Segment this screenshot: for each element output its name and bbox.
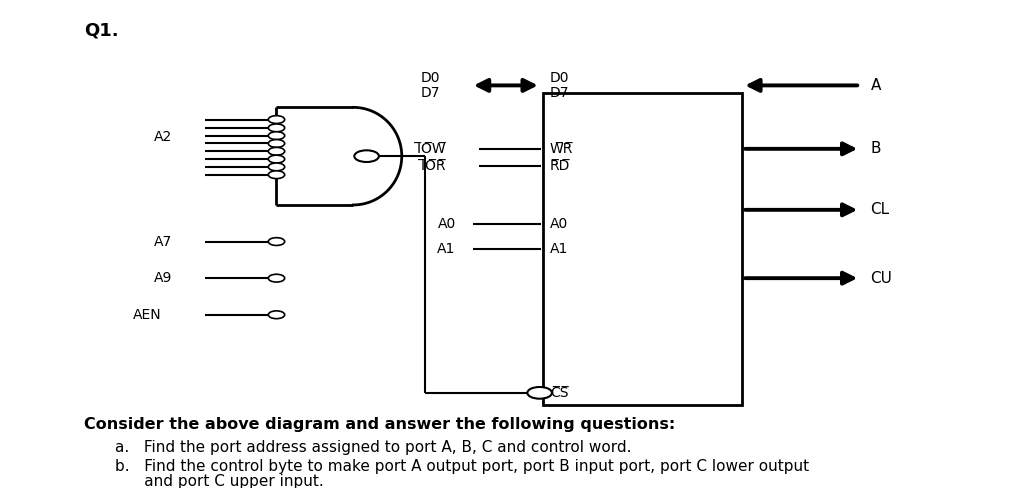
- Circle shape: [268, 274, 285, 282]
- Text: A1: A1: [437, 242, 456, 256]
- Text: A0: A0: [550, 218, 568, 231]
- Text: D0: D0: [550, 71, 569, 85]
- Circle shape: [268, 124, 285, 132]
- Text: AEN: AEN: [133, 308, 162, 322]
- Text: Consider the above diagram and answer the following questions:: Consider the above diagram and answer th…: [84, 417, 675, 432]
- Text: D0: D0: [421, 71, 440, 85]
- Text: Q1.: Q1.: [84, 22, 119, 40]
- Text: C̅S̅: C̅S̅: [550, 386, 568, 400]
- Circle shape: [268, 155, 285, 163]
- Bar: [543, 93, 742, 405]
- Text: A9: A9: [154, 271, 172, 285]
- Text: CL: CL: [870, 203, 890, 217]
- Circle shape: [268, 163, 285, 171]
- Text: R̅D̅: R̅D̅: [550, 159, 570, 173]
- Text: D7: D7: [550, 86, 569, 100]
- Circle shape: [268, 116, 285, 123]
- Circle shape: [268, 311, 285, 319]
- Circle shape: [268, 132, 285, 140]
- Text: a.   Find the port address assigned to port A, B, C and control word.: a. Find the port address assigned to por…: [115, 440, 631, 455]
- Text: B: B: [870, 142, 881, 156]
- Circle shape: [527, 387, 552, 399]
- Circle shape: [268, 147, 285, 155]
- Text: A1: A1: [550, 242, 568, 256]
- Text: I̅O̅W̅: I̅O̅W̅: [417, 142, 445, 156]
- Text: A0: A0: [437, 218, 456, 231]
- Text: D7: D7: [421, 86, 440, 100]
- Text: b.   Find the control byte to make port A output port, port B input port, port C: b. Find the control byte to make port A …: [115, 459, 809, 474]
- Text: W̅R̅: W̅R̅: [550, 142, 573, 156]
- Text: A: A: [870, 78, 881, 93]
- Text: A7: A7: [154, 235, 172, 248]
- Text: I̅O̅R̅: I̅O̅R̅: [421, 159, 445, 173]
- Circle shape: [268, 238, 285, 245]
- Text: A2: A2: [154, 130, 172, 143]
- Circle shape: [268, 171, 285, 179]
- Circle shape: [268, 140, 285, 147]
- Circle shape: [354, 150, 379, 162]
- Text: and port C upper input.: and port C upper input.: [115, 474, 324, 488]
- Text: CU: CU: [870, 271, 892, 285]
